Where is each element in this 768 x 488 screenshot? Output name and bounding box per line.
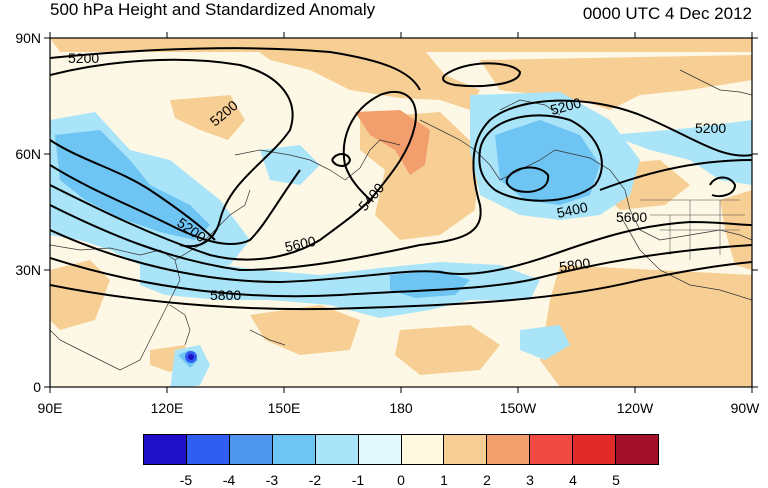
lon-label: 150W [500, 400, 537, 416]
colorbar-label: 5 [612, 472, 620, 488]
colorbar-label: -2 [308, 472, 322, 488]
colorbar-swatch [144, 435, 187, 464]
map-fields [50, 38, 752, 387]
colorbar-label: -1 [351, 472, 365, 488]
contour-label: 5800 [210, 287, 241, 303]
colorbar-swatch [573, 435, 617, 464]
colorbar-swatch [487, 435, 531, 464]
lat-label: 30N [15, 262, 41, 278]
colorbar-label: 4 [569, 472, 577, 488]
axis-ticks [44, 32, 758, 393]
lon-label: 120W [617, 400, 654, 416]
colorbar-swatch [616, 435, 659, 464]
map-title: 500 hPa Height and Standardized Anomaly [50, 0, 376, 19]
contour-label: 5200 [68, 50, 99, 66]
colorbar [143, 434, 659, 465]
colorbar-label: 0 [397, 472, 405, 488]
colorbar-label: 2 [483, 472, 491, 488]
colorbar-swatch [186, 435, 230, 464]
colorbar-swatch [530, 435, 574, 464]
lat-label: 90N [15, 30, 41, 46]
colorbar-swatch [444, 435, 488, 464]
lon-label: 180 [389, 400, 413, 416]
map-timestamp: 0000 UTC 4 Dec 2012 [582, 4, 752, 23]
coastlines [50, 69, 752, 371]
lon-label: 90W [731, 400, 761, 416]
lon-label: 150E [268, 400, 301, 416]
contour-label: 5800 [558, 255, 591, 275]
strong-negative-regions [55, 120, 600, 368]
contour-label: 5400 [555, 199, 589, 221]
colorbar-label: 3 [526, 472, 534, 488]
latitude-labels: 90N 60N 30N 0 [15, 30, 41, 395]
height-contours [50, 47, 752, 311]
colorbar-swatch [401, 435, 445, 464]
colorbar-label: -3 [265, 472, 279, 488]
lat-label: 0 [33, 379, 41, 395]
lat-label: 60N [15, 146, 41, 162]
colorbar-label: -4 [222, 472, 236, 488]
colorbar-swatch [229, 435, 273, 464]
lon-label: 120E [151, 400, 184, 416]
colorbar-swatch [315, 435, 359, 464]
colorbar-swatch [272, 435, 316, 464]
extreme-negative-spot [185, 351, 197, 363]
contour-label: 5600 [616, 209, 647, 225]
contour-label: 5200 [549, 94, 583, 118]
strong-positive-regions [355, 110, 430, 175]
country-borders [640, 199, 745, 260]
colorbar-label: 1 [440, 472, 448, 488]
contour-label: 5200 [695, 120, 726, 136]
contour-label: 5600 [283, 233, 317, 255]
colorbar-swatch [358, 435, 402, 464]
longitude-labels: 90E 120E 150E 180 150W 120W 90W [38, 400, 761, 416]
colorbar-label: -5 [179, 472, 193, 488]
lon-label: 90E [38, 400, 63, 416]
